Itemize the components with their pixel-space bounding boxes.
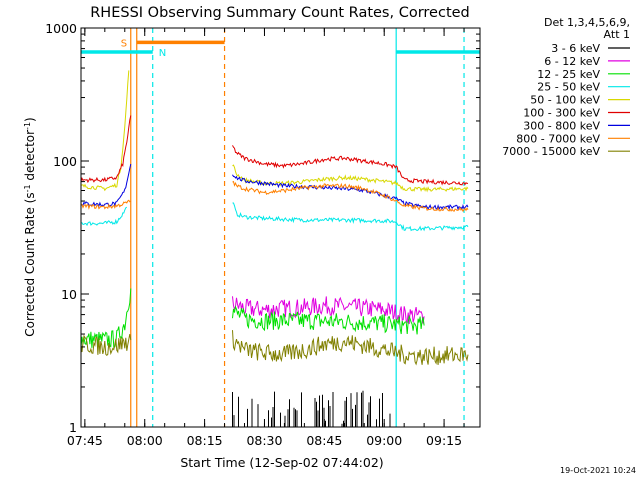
y-tick-label: 10 — [61, 287, 77, 302]
series-12-25-kev — [80, 288, 425, 349]
x-tick-label: 08:00 — [127, 433, 163, 448]
x-tick-label: 08:45 — [306, 433, 342, 448]
legend-label: 3 - 6 keV — [551, 42, 600, 55]
y-axis-label-part: -1 — [23, 184, 32, 192]
series-line — [232, 174, 469, 211]
legend-label: 25 - 50 keV — [537, 81, 600, 94]
night-label: N — [159, 48, 166, 59]
y-axis-label: Corrected Count Rate (s-1 detector-1) — [23, 117, 38, 336]
x-tick-label: 08:15 — [187, 433, 223, 448]
y-tick-label: 1 — [69, 420, 77, 435]
y-axis-label-part: Corrected Count Rate (s — [23, 192, 37, 336]
series-800-7000-kev — [80, 180, 469, 213]
legend-label: 7000 - 15000 keV — [502, 145, 600, 158]
y-tick-label: 100 — [53, 154, 77, 169]
x-tick-label: 09:15 — [426, 433, 462, 448]
y-axis-label-part: detector — [23, 130, 37, 185]
series-line — [232, 180, 469, 213]
series-6-12-kev — [232, 296, 425, 325]
series-line — [232, 296, 425, 325]
x-tick-label: 09:00 — [366, 433, 402, 448]
legend-label: 6 - 12 keV — [544, 55, 600, 68]
y-axis-label-part: -1 — [23, 122, 32, 130]
series-7000-15000-kev — [80, 330, 469, 366]
y-axis-label-part: ) — [23, 117, 37, 122]
legend-label: 50 - 100 keV — [530, 94, 600, 107]
series-line — [80, 115, 132, 184]
chart-title: RHESSI Observing Summary Count Rates, Co… — [90, 5, 470, 21]
series-3-6-kev — [232, 390, 391, 427]
series-line — [80, 334, 132, 356]
series-line — [232, 330, 469, 366]
series-layer — [80, 70, 469, 427]
annotations: NS — [81, 28, 480, 427]
series-line — [232, 202, 469, 232]
legend-label: 300 - 800 keV — [523, 119, 600, 132]
footer-date: 19-Oct-2021 10:24 — [560, 466, 636, 475]
legend-label: 800 - 7000 keV — [516, 132, 600, 145]
series-line — [232, 145, 469, 186]
x-tick-label: 08:30 — [246, 433, 282, 448]
legend-label: 100 - 300 keV — [523, 107, 600, 120]
x-tick-label: 07:45 — [67, 433, 103, 448]
x-axis-label: Start Time (12-Sep-02 07:44:02) — [180, 455, 383, 470]
series-25-50-kev — [80, 202, 469, 232]
legend-label: 12 - 25 keV — [537, 68, 600, 81]
y-tick-label: 1000 — [45, 21, 77, 36]
series-line — [80, 206, 128, 227]
axes: 1 10 100 1000 07:45 08:00 08:15 08:30 08:45 09:00… — [45, 21, 480, 448]
series-300-800-kev — [80, 163, 469, 211]
series-line — [232, 305, 425, 335]
series-100-300-kev — [80, 115, 469, 186]
plot-frame — [80, 27, 481, 428]
saa-label: S — [121, 38, 127, 49]
series-line — [80, 288, 132, 349]
series-line — [80, 199, 132, 210]
legend-header: Det 1,3,4,5,6,9, — [544, 16, 630, 29]
legend-header: Att 1 — [604, 28, 630, 41]
series-line — [80, 163, 132, 208]
